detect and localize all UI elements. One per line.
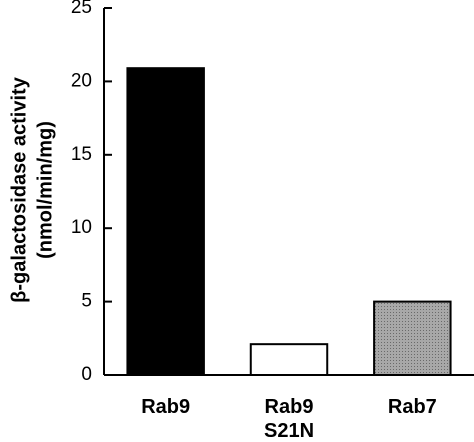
bar (373, 300, 452, 377)
y-axis-label: β-galactosidase activity (8, 76, 30, 303)
y-tick-label: 0 (81, 364, 92, 385)
y-tick-label: 10 (71, 217, 92, 238)
x-tick-label: Rab7 (388, 396, 437, 418)
y-tick-label: 5 (81, 291, 92, 312)
bar (249, 343, 329, 376)
x-tick-label: Rab9 S21N (264, 396, 314, 442)
x-tick-label: Rab9 (141, 396, 190, 418)
y-tick-label: 25 (71, 0, 92, 18)
bar (126, 67, 205, 377)
y-axis-label: (nmol/min/mg) (34, 121, 56, 259)
y-tick-label: 15 (71, 144, 92, 165)
y-tick-label: 20 (71, 70, 92, 91)
